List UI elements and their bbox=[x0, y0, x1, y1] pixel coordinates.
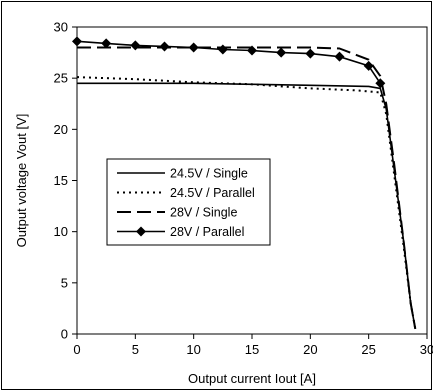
x-tick-label: 10 bbox=[186, 342, 200, 357]
series-line bbox=[76, 76, 417, 330]
x-tick-label: 25 bbox=[361, 342, 375, 357]
series-28v-parallel bbox=[72, 36, 386, 89]
x-tick-label: 5 bbox=[132, 342, 139, 357]
legend-item: 28V / Single bbox=[117, 206, 237, 220]
data-point-marker bbox=[130, 40, 141, 51]
x-axis-title: Output current Iout [A] bbox=[188, 371, 316, 386]
data-point-marker bbox=[375, 78, 386, 89]
series-24-5v-parallel bbox=[76, 76, 417, 330]
legend-label: 28V / Single bbox=[170, 206, 237, 220]
legend: 24.5V / Single 24.5V / Parallel 28V / Sing… bbox=[106, 158, 271, 246]
x-tick-label: 15 bbox=[245, 342, 259, 357]
series-28v-single bbox=[77, 46, 417, 330]
data-point-marker bbox=[334, 51, 345, 62]
x-tick-label: 20 bbox=[303, 342, 317, 357]
x-tick-label: 30 bbox=[420, 342, 433, 357]
data-point-marker bbox=[72, 36, 82, 47]
y-tick-label: 15 bbox=[54, 173, 68, 188]
data-point-marker bbox=[276, 47, 287, 58]
data-point-marker bbox=[101, 38, 112, 49]
axes: 0 5 10 15 20 25 30 0 5 10 15 20 25 30 bbox=[54, 20, 433, 358]
y-tick-label: 25 bbox=[54, 71, 68, 86]
series-group bbox=[72, 36, 417, 330]
data-point-marker bbox=[217, 44, 228, 55]
data-point-marker bbox=[363, 60, 374, 71]
y-tick-label: 30 bbox=[54, 20, 68, 35]
data-point-marker bbox=[188, 42, 199, 53]
series-line bbox=[77, 46, 417, 330]
data-point-marker bbox=[305, 48, 316, 59]
legend-label: 24.5V / Single bbox=[170, 167, 248, 181]
y-tick-label: 10 bbox=[54, 224, 68, 239]
data-point-marker bbox=[159, 41, 170, 52]
y-axis-title: Output voltage Vout [V] bbox=[14, 114, 29, 248]
y-tick-label: 20 bbox=[54, 122, 68, 137]
y-tick-label: 5 bbox=[61, 275, 68, 290]
legend-marker bbox=[136, 226, 146, 237]
legend-item: 24.5V / Parallel bbox=[117, 186, 255, 200]
legend-label: 28V / Parallel bbox=[170, 225, 244, 239]
series-line bbox=[76, 40, 381, 84]
data-point-marker bbox=[247, 45, 257, 56]
y-tick-label: 0 bbox=[61, 327, 68, 342]
legend-label: 24.5V / Parallel bbox=[170, 186, 255, 200]
legend-item: 28V / Parallel bbox=[117, 225, 244, 239]
legend-item: 24.5V / Single bbox=[117, 167, 248, 181]
x-tick-label: 0 bbox=[73, 342, 80, 357]
